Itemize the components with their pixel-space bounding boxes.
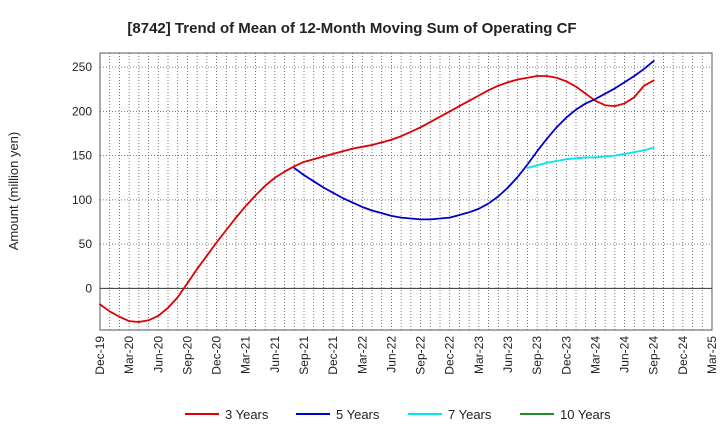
x-tick-label: Dec-22 bbox=[443, 336, 457, 375]
x-tick-label: Jun-22 bbox=[384, 336, 398, 373]
x-tick-label: Mar-23 bbox=[472, 336, 486, 374]
x-tick-label: Mar-21 bbox=[239, 336, 253, 374]
series-layer bbox=[99, 60, 655, 323]
x-tick-label: Dec-20 bbox=[210, 336, 224, 375]
y-tick-label: 50 bbox=[79, 237, 93, 251]
legend-label: 7 Years bbox=[448, 407, 492, 422]
y-tick-label: 100 bbox=[72, 193, 92, 207]
x-tick-label: Jun-24 bbox=[618, 336, 632, 373]
series-line-3-years bbox=[99, 75, 655, 323]
x-tick-label: Sep-22 bbox=[414, 336, 428, 375]
y-tick-label: 200 bbox=[72, 104, 92, 118]
chart-title: [8742] Trend of Mean of 12-Month Moving … bbox=[127, 20, 576, 37]
legend: 3 Years 5 Years 7 Years 10 Years bbox=[185, 407, 611, 422]
x-axis: Dec-19 Mar-20 Jun-20 Sep-20 Dec-20 Mar-21 Jun-… bbox=[93, 336, 719, 375]
x-tick-label: Jun-21 bbox=[268, 336, 282, 373]
x-tick-label: Jun-20 bbox=[151, 336, 165, 373]
plot-background bbox=[100, 53, 712, 330]
x-tick-label: Mar-24 bbox=[588, 336, 602, 374]
gridlines bbox=[99, 53, 713, 330]
x-tick-label: Mar-25 bbox=[705, 336, 719, 374]
legend-label: 5 Years bbox=[336, 407, 380, 422]
legend-label: 3 Years bbox=[225, 407, 269, 422]
x-tick-label: Dec-24 bbox=[676, 336, 690, 375]
series-line-5-years bbox=[293, 60, 655, 221]
x-tick-label: Mar-22 bbox=[355, 336, 369, 374]
series-line-7-years bbox=[526, 146, 655, 169]
x-tick-label: Mar-20 bbox=[122, 336, 136, 374]
x-tick-label: Jun-23 bbox=[501, 336, 515, 373]
x-tick-label: Sep-24 bbox=[647, 336, 661, 375]
x-tick-label: Sep-23 bbox=[530, 336, 544, 375]
x-tick-label: Dec-23 bbox=[559, 336, 573, 375]
y-tick-label: 0 bbox=[85, 281, 92, 295]
x-tick-label: Dec-21 bbox=[326, 336, 340, 375]
y-tick-label: 250 bbox=[72, 60, 92, 74]
y-axis: 0 50 100 150 200 250 bbox=[72, 60, 92, 295]
y-tick-label: 150 bbox=[72, 149, 92, 163]
plot-area bbox=[99, 52, 713, 331]
legend-label: 10 Years bbox=[560, 407, 611, 422]
x-tick-label: Sep-21 bbox=[297, 336, 311, 375]
x-tick-label: Dec-19 bbox=[93, 336, 107, 375]
x-tick-label: Sep-20 bbox=[180, 336, 194, 375]
y-axis-label: Amount (million yen) bbox=[6, 132, 21, 251]
